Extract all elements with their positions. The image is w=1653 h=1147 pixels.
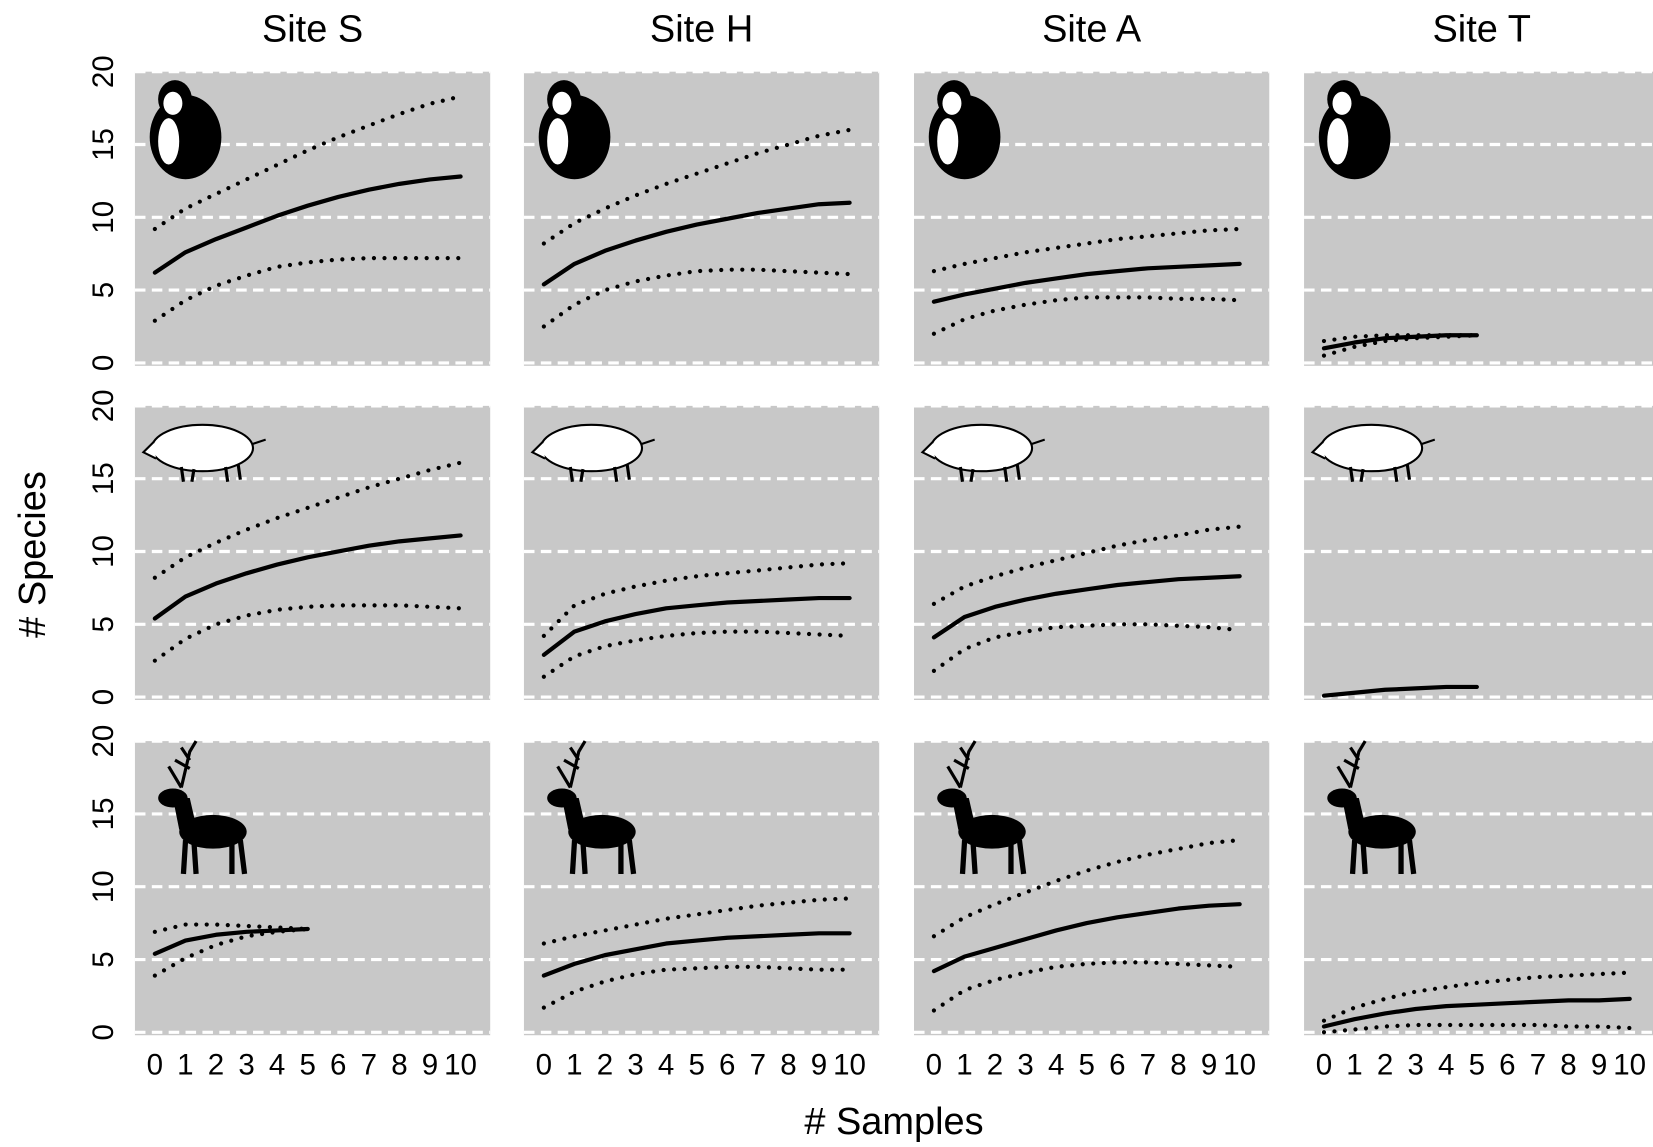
x-tick-label: 10	[1223, 1049, 1256, 1082]
y-tick-label: 20	[87, 389, 120, 422]
x-tick-label: 3	[1017, 1049, 1033, 1082]
x-tick-label: 0	[926, 1049, 942, 1082]
y-tick-label: 15	[87, 462, 120, 495]
x-tick-label: 8	[780, 1049, 796, 1082]
x-tick-label: 5	[1079, 1049, 1095, 1082]
y-tick-label: 5	[87, 282, 120, 298]
y-tick-label: 0	[87, 355, 120, 371]
x-tick-label: 5	[688, 1049, 704, 1082]
icon-face	[942, 92, 961, 115]
x-tick-label: 9	[1201, 1049, 1217, 1082]
icon-body	[541, 425, 642, 471]
icon-body	[1321, 425, 1422, 471]
icon-body	[931, 425, 1032, 471]
icon-chest	[937, 118, 958, 164]
x-tick-label: 7	[361, 1049, 377, 1082]
x-tick-label: 0	[147, 1049, 163, 1082]
x-tick-label: 10	[444, 1049, 477, 1082]
x-tick-label: 8	[1170, 1049, 1186, 1082]
y-tick-label: 10	[87, 201, 120, 234]
y-tick-label: 0	[87, 1024, 120, 1040]
x-tick-label: 4	[1048, 1049, 1064, 1082]
x-tick-label: 5	[299, 1049, 315, 1082]
x-tick-label: 3	[627, 1049, 643, 1082]
x-tick-label: 3	[238, 1049, 254, 1082]
y-tick-label: 20	[87, 725, 120, 758]
x-tick-label: 8	[1560, 1049, 1576, 1082]
y-tick-label: 10	[87, 535, 120, 568]
panel-title: Site A	[1042, 9, 1142, 51]
icon-chest	[158, 118, 179, 164]
x-tick-label: 0	[1316, 1049, 1332, 1082]
page: {"xlabel": "# Samples", "ylabel": "# Spe…	[0, 0, 1653, 1147]
x-tick-label: 2	[987, 1049, 1003, 1082]
x-axis-label: # Samples	[804, 1101, 983, 1143]
icon-body	[1348, 815, 1415, 849]
x-tick-label: 9	[811, 1049, 827, 1082]
panel-title: Site S	[262, 9, 363, 51]
y-tick-label: 10	[87, 870, 120, 903]
x-tick-label: 1	[566, 1049, 582, 1082]
y-axis-label: # Species	[12, 471, 54, 638]
y-tick-label: 15	[87, 798, 120, 831]
y-tick-label: 15	[87, 128, 120, 161]
x-tick-label: 3	[1407, 1049, 1423, 1082]
x-tick-label: 1	[1346, 1049, 1362, 1082]
chart: # Samples # Species Site S05101520Site H…	[0, 0, 1653, 1147]
y-tick-label: 5	[87, 616, 120, 632]
x-tick-label: 0	[536, 1049, 552, 1082]
x-tick-label: 4	[269, 1049, 285, 1082]
x-tick-label: 4	[1438, 1049, 1454, 1082]
icon-face	[552, 92, 571, 115]
panel-title: Site H	[650, 9, 753, 51]
y-tick-label: 20	[87, 55, 120, 88]
x-tick-label: 1	[956, 1049, 972, 1082]
x-tick-label: 7	[1530, 1049, 1546, 1082]
icon-body	[179, 815, 246, 849]
x-tick-label: 9	[1591, 1049, 1607, 1082]
x-tick-label: 8	[391, 1049, 407, 1082]
x-tick-label: 2	[1377, 1049, 1393, 1082]
x-tick-label: 7	[1140, 1049, 1156, 1082]
x-tick-label: 6	[719, 1049, 735, 1082]
icon-body	[152, 425, 253, 471]
x-tick-label: 6	[330, 1049, 346, 1082]
icon-body	[568, 815, 635, 849]
x-tick-label: 5	[1469, 1049, 1485, 1082]
icon-body	[958, 815, 1025, 849]
icon-chest	[1327, 118, 1348, 164]
icon-face	[1333, 92, 1352, 115]
icon-face	[163, 92, 182, 115]
x-tick-label: 2	[597, 1049, 613, 1082]
x-tick-label: 9	[422, 1049, 438, 1082]
panel-title: Site T	[1432, 9, 1530, 51]
x-tick-label: 10	[833, 1049, 866, 1082]
x-tick-label: 4	[658, 1049, 674, 1082]
y-tick-label: 0	[87, 689, 120, 705]
icon-chest	[547, 118, 568, 164]
x-tick-label: 2	[208, 1049, 224, 1082]
x-tick-label: 6	[1499, 1049, 1515, 1082]
x-tick-label: 6	[1109, 1049, 1125, 1082]
x-tick-label: 10	[1613, 1049, 1646, 1082]
x-tick-label: 1	[177, 1049, 193, 1082]
x-tick-label: 7	[750, 1049, 766, 1082]
y-tick-label: 5	[87, 951, 120, 967]
